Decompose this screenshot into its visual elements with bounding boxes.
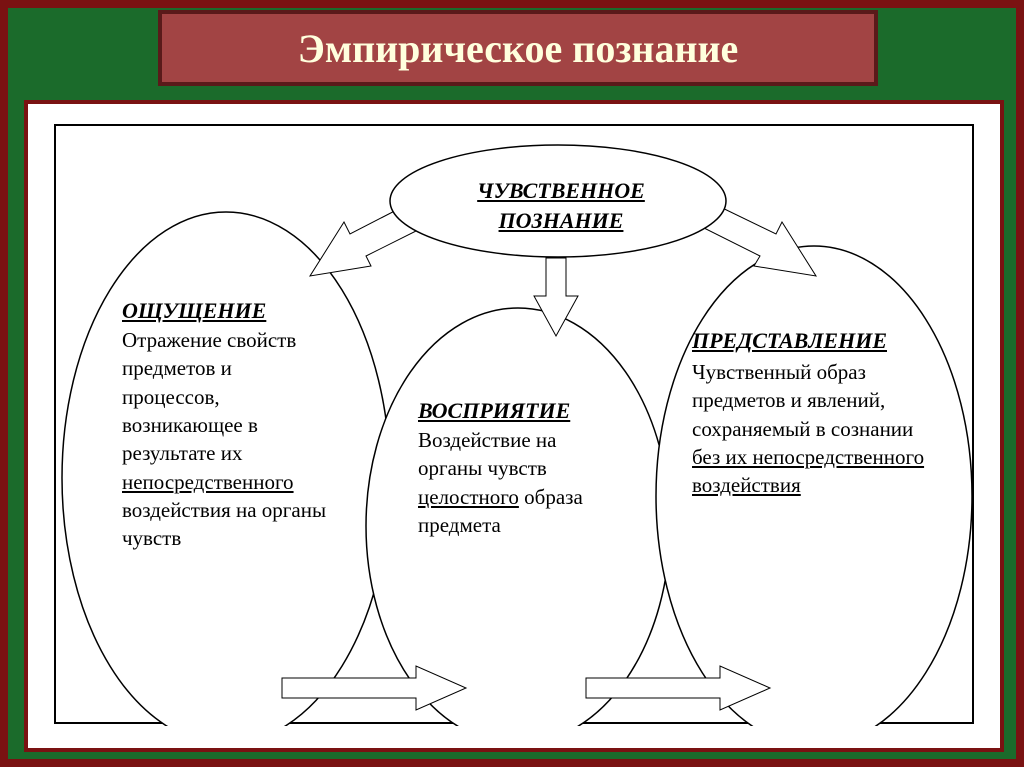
root-label: ЧУВСТВЕННОЕ ПОЗНАНИЕ [456,176,666,235]
left-heading-text: ОЩУЩЕНИЕ [122,298,266,323]
right-heading-text: ПРЕДСТАВЛЕНИЕ [692,328,887,353]
root-line2: ПОЗНАНИЕ [499,208,624,233]
title-box: Эмпирическое познание [158,10,878,86]
root-line1: ЧУВСТВЕННОЕ [477,178,645,203]
diagram-canvas: ЧУВСТВЕННОЕ ПОЗНАНИЕ ОЩУЩЕНИЕ Отражение … [54,124,974,724]
center-heading-text: ВОСПРИЯТИЕ [418,398,570,423]
center-body: Воздействие на органы чувств целостного … [418,426,623,539]
left-body: Отражение свойств предметов и процессов,… [122,326,327,553]
center-heading: ВОСПРИЯТИЕ [418,396,638,426]
right-body: Чувственный образ предметов и явлений, с… [692,358,940,500]
title-text: Эмпирическое познание [298,25,739,72]
slide-root: Эмпирическое познание ЧУВСТВЕННОЕ ПОЗНАН… [0,0,1024,767]
left-heading: ОЩУЩЕНИЕ [122,296,342,326]
right-heading: ПРЕДСТАВЛЕНИЕ [692,326,952,356]
